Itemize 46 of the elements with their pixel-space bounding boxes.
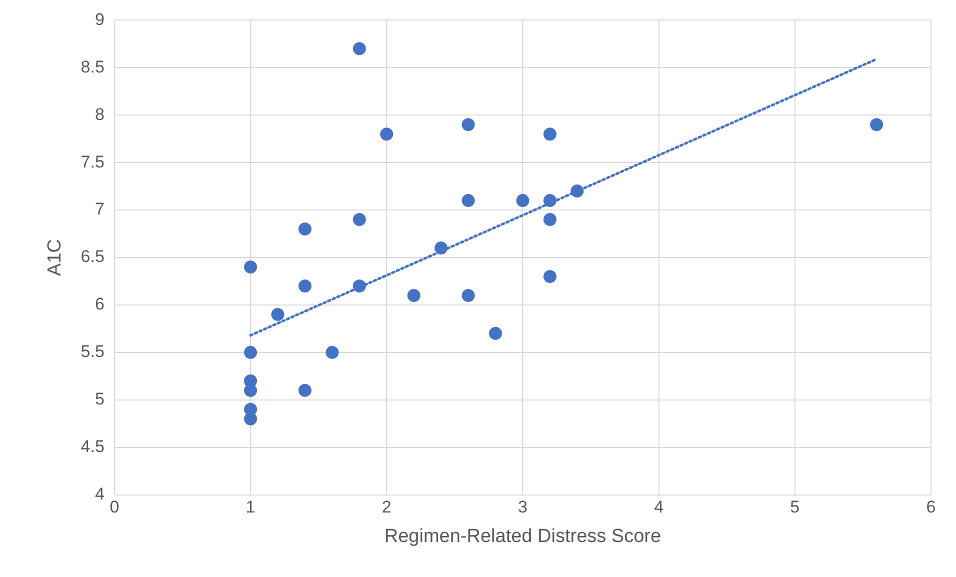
- x-tick-label: 2: [382, 498, 392, 517]
- point: [244, 412, 258, 426]
- point: [543, 128, 556, 141]
- y-tick-label: 7: [94, 200, 104, 219]
- y-tick-label: 5: [94, 390, 104, 409]
- y-tick-label: 4: [94, 484, 104, 504]
- point: [244, 260, 258, 274]
- point: [570, 184, 584, 198]
- y-tick-label: 6.5: [80, 247, 104, 266]
- point: [271, 308, 284, 321]
- point: [488, 326, 502, 340]
- point: [326, 346, 339, 359]
- y-tick-label: 9: [94, 10, 104, 29]
- point: [244, 384, 258, 397]
- x-tick-label: 6: [926, 498, 936, 517]
- y-tick-label: 5.5: [80, 342, 104, 362]
- point: [462, 288, 475, 302]
- y-tick-label: 8: [94, 104, 104, 124]
- point: [543, 213, 556, 226]
- y-tick-label: 8.5: [80, 57, 104, 76]
- x-tick-label: 4: [654, 498, 664, 517]
- point: [543, 194, 556, 208]
- point: [407, 288, 420, 302]
- point: [434, 242, 448, 255]
- point: [298, 279, 312, 292]
- point: [543, 270, 556, 283]
- point: [352, 213, 366, 226]
- x-tick-label: 3: [518, 498, 528, 517]
- x-tick-label: 5: [790, 498, 800, 517]
- y-tick-label: 6: [94, 294, 104, 314]
- point: [516, 194, 530, 208]
- y-tick-label: 4.5: [80, 437, 104, 456]
- x-tick-label: 0: [110, 498, 120, 517]
- point: [352, 279, 366, 292]
- point: [298, 222, 312, 236]
- point: [352, 42, 366, 56]
- point: [380, 128, 394, 141]
- y-tick-label: 7.5: [80, 152, 104, 172]
- point: [244, 346, 258, 359]
- point: [462, 118, 475, 132]
- point: [298, 384, 312, 397]
- x-axis-title: Regimen-Related Distress Score: [384, 526, 662, 547]
- point: [870, 118, 884, 132]
- x-tick-label: 1: [246, 498, 256, 517]
- point: [462, 194, 475, 208]
- y-axis-title: A1C: [44, 239, 66, 276]
